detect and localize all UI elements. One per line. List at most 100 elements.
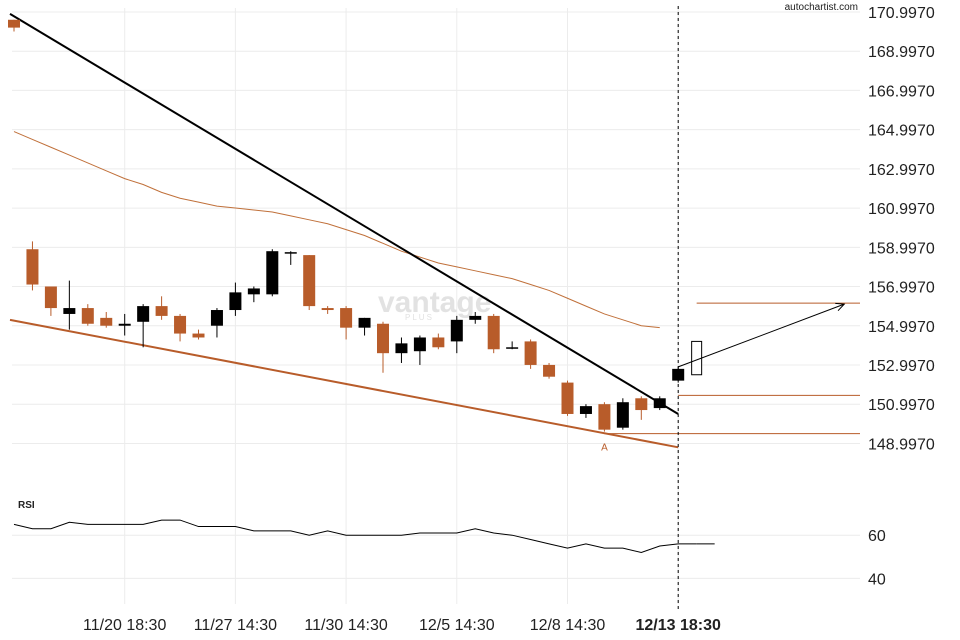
candle-34	[635, 396, 648, 420]
candle-body-7	[137, 306, 150, 322]
y-tick-label-6: 158.9970	[868, 240, 935, 257]
y-tick-label-2: 166.9970	[868, 83, 935, 100]
candle-body-21	[395, 343, 408, 354]
candle-29	[543, 362, 556, 379]
forecast: A	[601, 6, 860, 612]
candle-body-26	[487, 315, 500, 350]
candle-28	[524, 339, 537, 369]
candle-body-22	[413, 337, 426, 352]
forecast-arrow-head	[835, 302, 846, 312]
candle-1	[26, 241, 39, 291]
candle-body-32	[598, 404, 611, 430]
y-tick-label-1: 168.9970	[868, 44, 935, 61]
candle-body-35	[653, 398, 666, 409]
candle-15	[284, 251, 297, 265]
x-axis: 11/20 18:30 11/27 14:30 11/30 14:30 12/5 14…	[83, 617, 721, 634]
candle-22	[413, 335, 426, 365]
rsi-tick-label-1: 40	[868, 571, 886, 588]
rsi-tick-label-0: 60	[868, 528, 886, 545]
candle-20	[377, 321, 389, 373]
candle-12	[229, 282, 242, 316]
moving-average-line	[13, 131, 660, 329]
candle-13	[247, 286, 260, 303]
candle-body-6	[118, 323, 131, 326]
x-tick-label-1: 11/27 14:30	[194, 617, 277, 634]
candle-body-0	[8, 19, 20, 28]
candle-body-16	[303, 255, 316, 307]
candle-body-18	[340, 308, 353, 328]
x-tick-label-0: 11/20 18:30	[83, 617, 166, 634]
y-tick-label-11: 148.9970	[868, 436, 935, 453]
brand-label: autochartist.com	[785, 2, 858, 13]
forecast-arrow-line	[678, 303, 845, 368]
candle-body-11	[210, 310, 223, 326]
y-tick-label-10: 150.9970	[868, 397, 935, 414]
candle-18	[340, 306, 353, 340]
rsi-line	[13, 519, 697, 554]
candle-32	[598, 402, 611, 432]
support-trendline	[9, 318, 679, 449]
candles	[8, 19, 685, 432]
y-tick-label-5: 160.9970	[868, 201, 935, 218]
candle-5	[100, 311, 113, 328]
candle-19	[358, 317, 371, 336]
candle-3	[63, 280, 76, 330]
candle-8	[155, 296, 168, 320]
candle-24	[450, 315, 463, 354]
candle-body-13	[247, 288, 260, 295]
y-axis: 170.9970 168.9970 166.9970 164.9970 162.9970…	[868, 5, 935, 588]
candle-35	[653, 396, 666, 411]
y-tick-label-4: 162.9970	[868, 162, 935, 179]
candle-body-24	[450, 319, 463, 342]
candle-4	[81, 304, 94, 326]
trendlines	[9, 13, 679, 449]
candle-body-19	[358, 317, 371, 328]
candle-0	[8, 19, 20, 32]
candle-body-3	[63, 308, 76, 314]
candle-body-23	[432, 337, 445, 348]
y-tick-label-8: 154.9970	[868, 319, 935, 336]
candle-17	[321, 306, 334, 314]
x-tick-label-5: 12/13 18:30	[635, 617, 721, 634]
x-tick-label-2: 11/30 14:30	[304, 617, 387, 634]
candle-16	[303, 255, 316, 311]
candle-10	[192, 329, 205, 340]
candle-body-9	[174, 315, 187, 334]
watermark-sub: PLUS	[405, 313, 434, 322]
candle-11	[210, 308, 223, 338]
candle-body-4	[81, 308, 94, 324]
candle-body-27	[506, 347, 519, 349]
watermark: vantage PLUS	[378, 286, 491, 322]
candle-body-8	[155, 306, 168, 316]
candle-9	[174, 313, 187, 342]
y-tick-label-3: 164.9970	[868, 123, 935, 140]
candle-body-33	[616, 402, 629, 428]
candle-23	[432, 333, 445, 350]
candle-body-25	[469, 315, 482, 320]
y-tick-label-0: 170.9970	[868, 5, 935, 22]
candle-14	[266, 249, 279, 297]
candle-27	[506, 341, 519, 350]
moving-average	[13, 131, 660, 329]
y-tick-label-7: 156.9970	[868, 280, 935, 297]
candle-7	[137, 304, 150, 348]
candle-body-31	[579, 406, 592, 414]
resistance-trendline	[9, 13, 679, 415]
candle-body-28	[524, 341, 537, 365]
candle-body-12	[229, 292, 242, 311]
candle-31	[579, 404, 592, 418]
candle-body-29	[543, 364, 556, 377]
candle-21	[395, 337, 408, 363]
candle-30	[561, 380, 574, 416]
candle-body-10	[192, 333, 205, 338]
candle-body-30	[561, 382, 574, 414]
candle-body-15	[284, 252, 297, 254]
candle-6	[118, 313, 131, 336]
candle-body-34	[635, 398, 648, 411]
candle-33	[616, 398, 629, 430]
y-tick-label-9: 152.9970	[868, 358, 935, 375]
candle-26	[487, 313, 500, 354]
x-tick-label-4: 12/8 14:30	[530, 617, 606, 634]
rsi-label: RSI	[18, 500, 35, 511]
